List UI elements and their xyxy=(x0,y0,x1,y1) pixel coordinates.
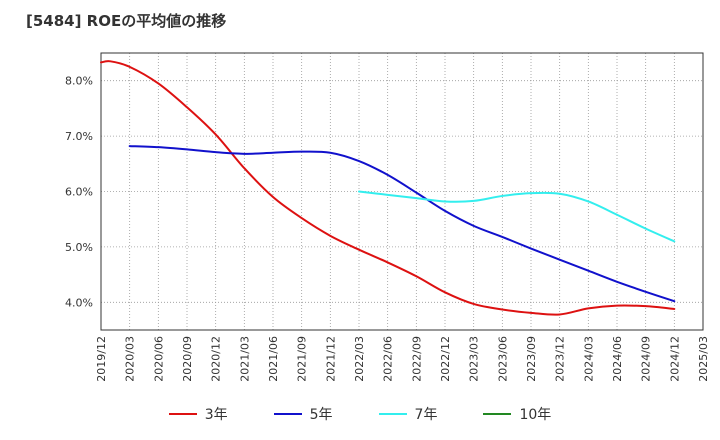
x-tick-label: 2025/03 xyxy=(697,336,710,382)
legend-label: 3年 xyxy=(204,407,228,423)
legend-label: 5年 xyxy=(309,407,333,423)
x-tick-label: 2023/09 xyxy=(525,336,538,382)
series-line-7年 xyxy=(358,190,676,243)
y-tick-label: 7.0% xyxy=(65,130,93,143)
x-tick-label: 2020/03 xyxy=(124,336,137,382)
x-tick-label: 2022/09 xyxy=(410,336,423,382)
y-tick-label: 4.0% xyxy=(65,296,93,309)
x-tick-label: 2024/06 xyxy=(611,336,624,382)
chart-legend: 3年 5年 7年 10年 xyxy=(0,404,720,424)
legend-swatch xyxy=(168,413,197,415)
x-tick-label: 2021/03 xyxy=(238,336,251,382)
x-tick-label: 2023/03 xyxy=(468,336,481,382)
plot-frame xyxy=(100,52,704,331)
legend-swatch xyxy=(273,413,302,415)
x-tick-label: 2022/12 xyxy=(439,336,452,382)
legend-item: 5年 xyxy=(273,404,333,424)
legend-item: 10年 xyxy=(483,404,551,424)
chart-title: [5484] ROEの平均値の推移 xyxy=(26,12,227,30)
x-tick-label: 2024/09 xyxy=(640,336,653,382)
legend-label: 7年 xyxy=(414,407,438,423)
x-tick-label: 2021/12 xyxy=(324,336,337,382)
series-line-3年 xyxy=(100,60,676,316)
x-tick-label: 2022/03 xyxy=(353,336,366,382)
x-tick-label: 2023/12 xyxy=(554,336,567,382)
legend-label: 10年 xyxy=(519,407,552,423)
x-tick-label: 2023/06 xyxy=(496,336,509,382)
legend-item: 7年 xyxy=(378,404,438,424)
y-tick-label: 6.0% xyxy=(65,186,93,199)
x-tick-label: 2020/06 xyxy=(152,336,165,382)
x-tick-label: 2024/12 xyxy=(668,336,681,382)
x-tick-label: 2019/12 xyxy=(95,336,108,382)
x-tick-label: 2021/06 xyxy=(267,336,280,382)
legend-item: 3年 xyxy=(168,404,228,424)
legend-swatch xyxy=(378,413,407,415)
series-line-5年 xyxy=(128,145,676,303)
x-tick-label: 2020/09 xyxy=(181,336,194,382)
x-tick-label: 2020/12 xyxy=(210,336,223,382)
x-tick-label: 2021/09 xyxy=(296,336,309,382)
y-tick-label: 5.0% xyxy=(65,241,93,254)
legend-swatch xyxy=(483,413,512,415)
y-tick-label: 8.0% xyxy=(65,75,93,88)
x-tick-label: 2024/03 xyxy=(582,336,595,382)
x-tick-label: 2022/06 xyxy=(382,336,395,382)
